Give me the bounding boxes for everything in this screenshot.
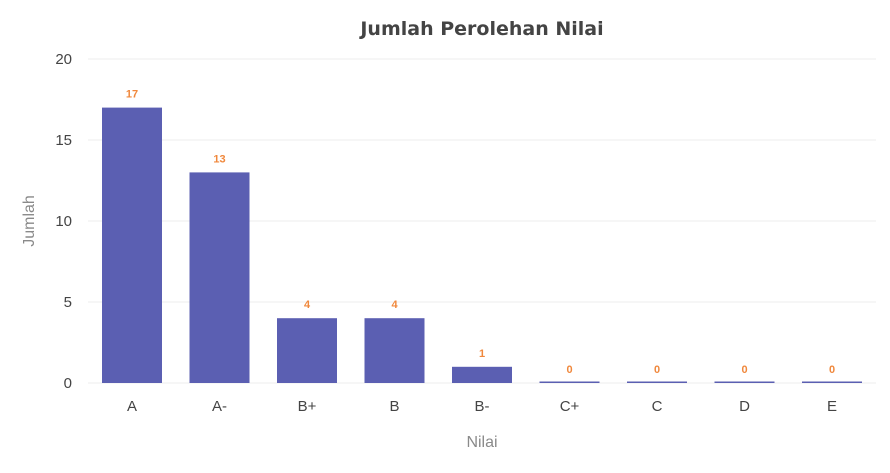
bar-value-label: 0 [829,364,835,376]
bar[interactable] [102,107,162,383]
data-labels: 17 13 4 4 1 0 0 0 0 [126,89,835,376]
bar-value-label: 0 [566,364,572,376]
x-tick-label: D [739,398,750,415]
bar[interactable] [189,172,250,383]
bar[interactable] [452,366,512,383]
x-tick-label: B- [475,398,490,415]
bar-value-label: 0 [741,364,747,376]
bar-value-label: 4 [304,299,311,311]
chart-title: Jumlah Perolehan Nilai [358,18,603,40]
y-axis-ticks: 0 5 10 15 20 [55,51,72,392]
x-axis-title: Nilai [466,434,497,451]
bar-value-label: 0 [654,364,660,376]
bar[interactable] [539,381,600,384]
y-tick-label: 15 [55,132,72,149]
x-tick-label: B [389,398,399,415]
y-tick-label: 10 [55,213,72,230]
bar[interactable] [627,381,687,384]
x-tick-label: C [652,398,663,415]
y-tick-label: 5 [64,294,72,311]
bar-value-label: 13 [213,153,225,165]
bar[interactable] [714,381,775,384]
x-tick-label: C+ [560,398,580,415]
bar[interactable] [277,318,337,383]
x-axis-ticks: A A- B+ B B- C+ C D E [127,398,837,415]
bars [102,107,862,384]
y-tick-label: 20 [55,51,72,68]
y-tick-label: 0 [64,375,72,392]
bar-value-label: 17 [126,89,138,101]
x-tick-label: E [827,398,837,415]
y-axis-title: Jumlah [21,195,38,247]
x-tick-label: A [127,398,137,415]
bar-value-label: 1 [479,348,485,360]
bar[interactable] [802,381,862,384]
x-tick-label: A- [212,398,227,415]
x-tick-label: B+ [298,398,317,415]
bar-value-label: 4 [391,299,398,311]
bar[interactable] [364,318,425,383]
